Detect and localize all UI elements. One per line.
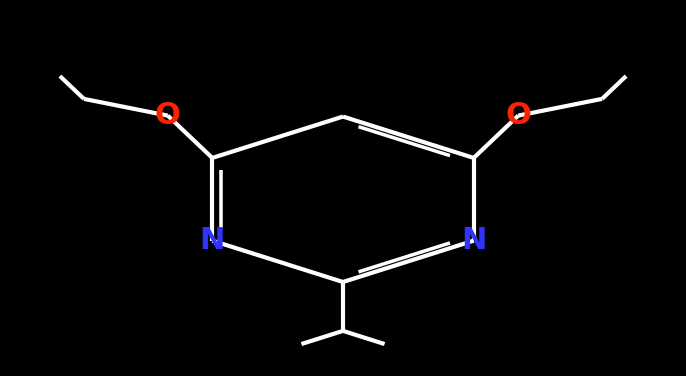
Text: O: O [155,101,180,130]
Text: O: O [506,101,531,130]
Text: N: N [461,226,486,255]
Text: N: N [200,226,225,255]
